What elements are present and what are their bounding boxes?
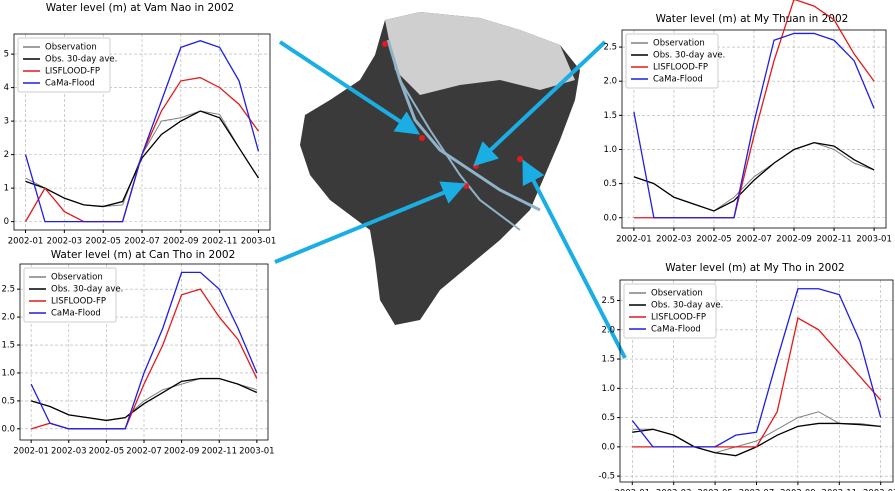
legend-label: Obs. 30-day ave. <box>45 55 117 65</box>
x-tick-label: 2002-07 <box>736 235 772 245</box>
y-tick-label: 0.0 <box>603 213 617 223</box>
station <box>419 135 425 141</box>
x-tick-label: 2002-05 <box>85 237 121 247</box>
line-chart: Water level (m) at Can Tho in 2002 0.0 0.5… <box>1 249 274 457</box>
x-tick-label: 2003-01 <box>241 237 277 247</box>
line-chart: Water level (m) at Vam Nao in 2002 0 1 2 3 4 5… <box>4 2 277 247</box>
y-tick-label: 2.5 <box>601 296 615 306</box>
legend-label: Observation <box>51 273 103 283</box>
legend-label: CaMa-Flood <box>51 309 101 319</box>
legend: Observation Obs. 30-day ave. LISFLOOD-FP Ca… <box>624 284 723 338</box>
legend-label: Observation <box>653 39 705 49</box>
y-tick-label: 1.0 <box>1 368 15 378</box>
x-tick-label: 2002-03 <box>656 235 692 245</box>
y-tick-label: 0.0 <box>1 424 15 434</box>
legend-label: Observation <box>45 43 97 53</box>
y-tick-label: 1.5 <box>1 341 15 351</box>
figure: Water level (m) at Vam Nao in 2002 0 1 2 3 4 5… <box>0 0 895 491</box>
y-tick-label: 1.5 <box>603 111 617 121</box>
station <box>382 41 388 47</box>
legend: Observation Obs. 30-day ave. LISFLOOD-FP Ca… <box>24 268 123 322</box>
station <box>463 183 469 189</box>
legend-label: LISFLOOD-FP <box>51 297 106 307</box>
x-tick-label: 2002-01 <box>13 447 49 457</box>
x-tick-label: 2002-09 <box>163 237 199 247</box>
y-tick-label: 2.5 <box>1 285 15 295</box>
x-tick-label: 2002-11 <box>816 235 852 245</box>
x-tick-label: 2002-01 <box>616 235 652 245</box>
x-tick-label: 2002-03 <box>51 447 87 457</box>
y-tick-label: 1.0 <box>601 384 615 394</box>
legend-label: Obs. 30-day ave. <box>653 51 725 61</box>
y-tick-label: 1.0 <box>603 145 617 155</box>
station <box>517 156 523 162</box>
x-tick-label: 2003-01 <box>856 235 892 245</box>
y-tick-label: 1.5 <box>601 355 615 365</box>
y-tick-label: 2 <box>4 150 9 160</box>
chart-title: Water level (m) at My Thuan in 2002 <box>656 13 849 25</box>
legend: Observation Obs. 30-day ave. LISFLOOD-FP Ca… <box>18 38 117 92</box>
y-tick-label: 0 <box>4 217 9 227</box>
station <box>473 163 479 169</box>
legend-label: LISFLOOD-FP <box>45 67 100 77</box>
x-tick-label: 2002-05 <box>89 447 125 457</box>
chart-title: Water level (m) at Can Tho in 2002 <box>51 249 236 261</box>
chart-title: Water level (m) at Vam Nao in 2002 <box>46 2 234 14</box>
y-tick-label: 0.5 <box>1 396 15 406</box>
y-tick-label: 2.0 <box>603 77 617 87</box>
y-tick-label: 0.5 <box>601 413 615 423</box>
legend-label: CaMa-Flood <box>45 79 95 89</box>
y-tick-label: 2.0 <box>1 313 15 323</box>
y-tick-label: 1 <box>4 184 9 194</box>
legend-label: LISFLOOD-FP <box>651 313 706 323</box>
x-tick-label: 2002-09 <box>164 447 200 457</box>
map <box>275 12 625 358</box>
y-tick-label: 0.0 <box>601 442 615 452</box>
x-tick-label: 2003-01 <box>239 447 275 457</box>
y-tick-label: -0.5 <box>598 472 615 482</box>
line-chart: Water level (m) at My Thuan in 2002 0.0 0.… <box>603 0 891 244</box>
y-tick-label: 2.0 <box>601 325 615 335</box>
x-tick-label: 2002-11 <box>202 237 238 247</box>
x-tick-label: 2002-09 <box>776 235 812 245</box>
legend-label: CaMa-Flood <box>651 325 701 335</box>
y-tick-label: 0.5 <box>603 179 617 189</box>
line-chart: Water level (m) at My Tho in 2002 -0.5 0.0… <box>598 262 895 491</box>
legend-label: CaMa-Flood <box>653 75 703 85</box>
chart-title: Water level (m) at My Tho in 2002 <box>665 262 844 274</box>
y-tick-label: 5 <box>4 50 9 60</box>
legend-label: LISFLOOD-FP <box>653 63 708 73</box>
x-tick-label: 2002-11 <box>201 447 237 457</box>
x-tick-label: 2002-03 <box>47 237 83 247</box>
y-tick-label: 3 <box>4 117 9 127</box>
x-tick-label: 2002-07 <box>126 447 162 457</box>
x-tick-label: 2002-05 <box>696 235 732 245</box>
legend-label: Obs. 30-day ave. <box>51 285 123 295</box>
legend-label: Observation <box>651 289 703 299</box>
y-tick-label: 2.5 <box>603 43 617 53</box>
legend-label: Obs. 30-day ave. <box>651 301 723 311</box>
legend: Observation Obs. 30-day ave. LISFLOOD-FP Ca… <box>626 34 725 88</box>
y-tick-label: 4 <box>4 83 9 93</box>
x-tick-label: 2002-07 <box>124 237 160 247</box>
x-tick-label: 2002-01 <box>8 237 44 247</box>
